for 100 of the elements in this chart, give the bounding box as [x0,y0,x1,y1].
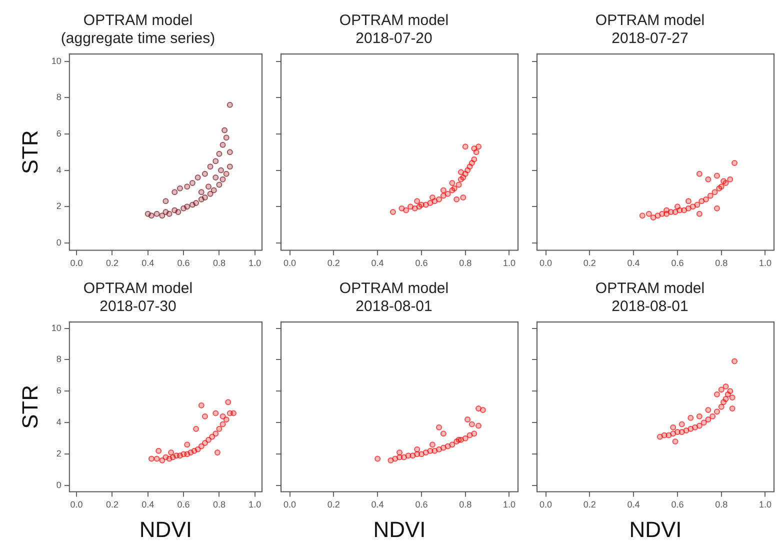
x-tick-label: 0.8 [212,500,226,510]
chart-title: OPTRAM model [83,280,193,298]
x-tick-label: 1.0 [502,258,516,268]
point [705,416,712,422]
point [722,383,729,390]
y-tick-label: 8 [56,92,62,102]
point [212,430,219,437]
point [390,209,396,216]
point [418,451,424,458]
point [722,396,729,402]
chart-title: OPTRAM model [339,12,449,30]
point [189,180,196,186]
point [674,204,680,210]
point [212,410,219,416]
point [458,169,464,176]
point [212,174,219,181]
point [206,436,212,443]
point [694,202,700,208]
x-tick-label: 0.4 [371,500,384,510]
x-tick-label: 0.8 [715,500,728,510]
x-tick-label: 1.0 [248,258,262,268]
point [732,358,738,364]
point [702,196,709,202]
point [176,185,183,192]
x-tick-label: 0.4 [142,258,154,268]
point [172,189,178,196]
x-tick-label: 0.6 [671,258,684,268]
point [471,145,478,152]
x-tick-label: 0.6 [177,258,190,268]
point [696,210,702,217]
point [202,440,208,446]
point [207,164,214,170]
point [429,442,436,448]
point [220,142,226,148]
point [462,144,468,150]
point [476,144,482,150]
point [154,456,160,462]
point [414,446,420,452]
point [220,413,226,420]
x-tick-label: 1.0 [758,500,772,510]
x-axis-title: NDVI [139,516,192,542]
point [456,182,462,188]
x-tick-label: 0.8 [459,500,472,510]
point [729,405,736,412]
x-tick-label: 0.2 [583,258,596,268]
point [429,194,436,201]
y-tick-label: 10 [51,322,62,333]
x-tick-label: 0.4 [371,258,384,268]
point [705,176,712,182]
point [670,424,676,430]
chart-subtitle: (aggregate time series) [60,30,216,48]
point [156,448,162,454]
point [154,210,160,217]
point [214,449,220,456]
point [159,212,166,219]
point [650,214,656,220]
x-tick-label: 0.2 [106,258,118,268]
point [407,204,414,210]
point [714,205,720,212]
point [403,207,410,214]
point [732,160,738,166]
point [696,413,702,420]
point [454,196,460,202]
x-tick-label: 0.2 [327,500,340,510]
point [476,422,482,429]
point [162,198,169,204]
point [460,194,466,201]
point [710,413,716,420]
point [193,200,200,206]
y-tick-label: 0 [56,480,62,490]
point [422,202,429,208]
point [202,413,208,420]
x-tick-label: 0.6 [415,500,428,510]
x-tick-label: 0.4 [627,500,640,510]
point [714,408,720,415]
point [639,212,646,219]
chart-title: OPTRAM model [339,280,449,298]
chart-subtitle: 2018-07-27 [612,30,688,48]
point [225,399,232,406]
chart-subtitle: 2018-08-01 [612,298,688,316]
x-axis-title: NDVI [373,516,426,542]
y-tick-label: 2 [56,448,62,459]
point [436,446,442,452]
point [444,190,451,197]
point [727,176,734,182]
point [202,170,208,177]
x-axis-title: NDVI [629,516,682,542]
point [148,456,154,462]
chart-subtitle: 2018-07-30 [100,298,176,316]
x-tick-label: 0.6 [177,500,190,510]
y-tick-label: 10 [51,56,62,66]
point [396,449,402,456]
point [230,410,236,416]
x-tick-label: 0.8 [715,258,728,268]
point [212,158,219,164]
point [198,402,204,408]
point [727,388,734,394]
point [216,182,222,188]
point [471,156,478,162]
point [198,189,204,196]
